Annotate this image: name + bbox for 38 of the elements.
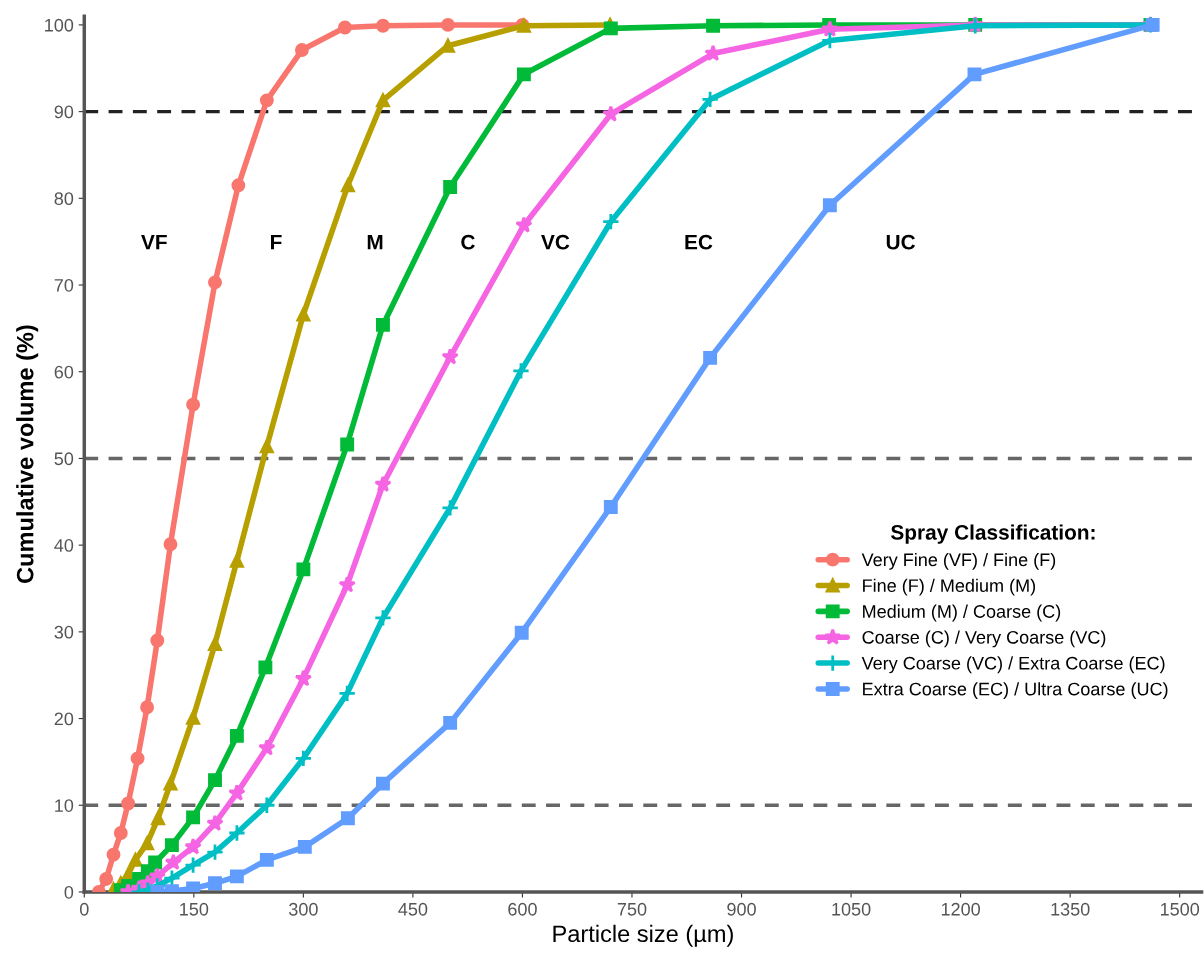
y-tick-label: 60: [54, 365, 74, 379]
annotation: F: [271, 234, 282, 250]
legend-label: Very Coarse (VC) / Extra Coarse (EC): [861, 656, 1165, 674]
x-tick-label: 300: [288, 902, 318, 916]
x-tick-label: 0: [79, 902, 89, 916]
x-tick-label: 900: [727, 902, 756, 916]
x-tick-label: 750: [617, 902, 647, 916]
annotation: M: [367, 234, 383, 250]
y-tick-label: 90: [54, 105, 74, 119]
x-tick-label: 150: [180, 902, 209, 916]
x-tick-label: 450: [398, 902, 428, 916]
legend-label: Medium (M) / Coarse (C): [863, 604, 1061, 622]
legend-label: Fine (F) / Medium (M): [863, 578, 1036, 596]
x-tick-label: 1200: [941, 902, 980, 916]
y-tick-label: 0: [64, 885, 74, 899]
x-tick-label: 1350: [1051, 902, 1090, 916]
x-tick-label: 1500: [1160, 902, 1200, 916]
x-tick-label: 600: [508, 902, 537, 916]
annotation: UC: [886, 234, 916, 250]
legend-label: Very Fine (VF) / Fine (F): [861, 552, 1056, 570]
legend-label: Coarse (C) / Very Coarse (VC): [862, 630, 1106, 648]
legend-title: Spray Classification:: [890, 524, 1095, 544]
annotation: VC: [541, 234, 570, 250]
x-axis-title: Particle size (µm): [553, 924, 733, 947]
y-tick-label: 40: [54, 539, 74, 552]
annotation: VF: [141, 234, 167, 250]
annotation: EC: [685, 234, 713, 250]
y-tick-label: 50: [54, 452, 74, 466]
y-tick-label: 100: [45, 18, 74, 32]
y-tick-label: 10: [55, 799, 74, 812]
legend-label: Extra Coarse (EC) / Ultra Coarse (UC): [863, 682, 1168, 700]
y-tick-label: 30: [54, 625, 74, 639]
annotation: C: [461, 234, 475, 250]
y-tick-label: 20: [54, 712, 74, 726]
y-tick-label: 70: [54, 278, 74, 292]
x-tick-label: 1050: [832, 902, 871, 916]
y-axis-title: Cumulative volume (%): [16, 325, 39, 584]
y-tick-label: 80: [54, 192, 74, 206]
